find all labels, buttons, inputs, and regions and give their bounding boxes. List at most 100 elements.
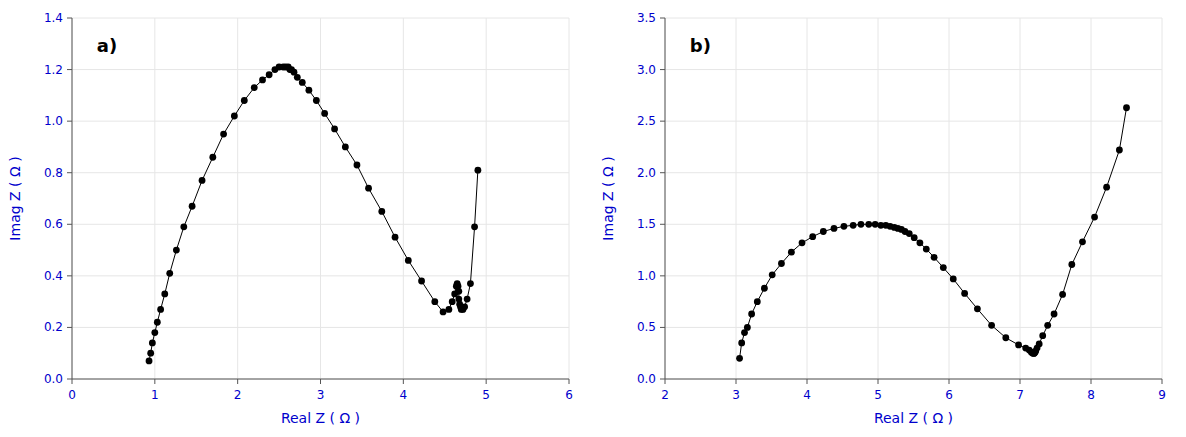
panel: 234567890.00.51.01.52.02.53.03.5Real Z (… — [593, 0, 1186, 437]
point — [1103, 184, 1110, 191]
grid-line — [665, 18, 1162, 19]
grid — [72, 18, 569, 379]
grid-line — [237, 18, 238, 379]
point — [761, 285, 768, 292]
y-axis-line — [72, 18, 73, 379]
point — [342, 144, 349, 151]
grid-line — [403, 18, 404, 379]
point — [251, 84, 258, 91]
point — [313, 97, 320, 104]
point — [266, 71, 273, 78]
x-tick — [320, 379, 321, 384]
series-line — [740, 108, 1127, 359]
y-tick-label: 1.0 — [44, 114, 63, 128]
point — [231, 113, 238, 120]
point — [378, 208, 385, 215]
grid-line — [665, 327, 1162, 328]
chart-row: 01234560.00.20.40.60.81.01.21.4Real Z ( … — [0, 0, 1186, 437]
point — [872, 221, 879, 228]
x-tick — [665, 379, 666, 384]
point — [405, 257, 412, 264]
x-tick — [72, 379, 73, 384]
point — [354, 162, 361, 169]
point — [146, 358, 153, 365]
point — [209, 154, 216, 161]
y-tick-label: 0.4 — [44, 269, 63, 283]
y-tick-label: 0.0 — [44, 372, 63, 386]
point — [173, 247, 180, 254]
panel-label: b) — [690, 35, 711, 56]
grid-line — [1162, 18, 1163, 379]
grid-line — [1091, 18, 1092, 379]
point — [220, 131, 227, 138]
y-tick-label: 2.5 — [637, 114, 656, 128]
point — [788, 249, 795, 256]
point — [1039, 332, 1046, 339]
x-tick — [486, 379, 487, 384]
y-axis-label: Imag Z ( Ω ) — [600, 156, 616, 240]
y-tick — [67, 275, 72, 276]
grid-line — [320, 18, 321, 379]
y-tick — [660, 18, 665, 19]
point — [392, 234, 399, 241]
point — [1091, 214, 1098, 221]
point — [858, 221, 865, 228]
point — [161, 291, 168, 298]
x-tick-label: 2 — [234, 388, 242, 402]
y-tick — [67, 18, 72, 19]
point — [147, 350, 154, 357]
point — [241, 97, 248, 104]
plot-area — [736, 104, 1130, 361]
point — [464, 296, 471, 303]
point — [820, 228, 827, 235]
point — [189, 203, 196, 210]
point — [365, 185, 372, 192]
point — [950, 276, 957, 283]
point — [474, 167, 481, 174]
x-axis-label: Real Z ( Ω ) — [874, 410, 953, 426]
grid-line — [665, 275, 1162, 276]
point — [455, 288, 462, 295]
point — [445, 306, 452, 313]
grid-line — [569, 18, 570, 379]
x-tick-label: 0 — [68, 388, 76, 402]
grid-line — [665, 224, 1162, 225]
y-axis-label: Imag Z ( Ω ) — [7, 156, 23, 240]
x-tick-label: 4 — [803, 388, 811, 402]
point — [738, 340, 745, 347]
point — [961, 290, 968, 297]
y-tick — [660, 275, 665, 276]
y-tick-label: 3.5 — [637, 11, 656, 25]
point — [778, 260, 785, 267]
point — [911, 234, 918, 241]
point — [841, 223, 848, 230]
point — [461, 303, 468, 310]
x-tick — [1020, 379, 1021, 384]
point — [799, 239, 806, 246]
grid-line — [665, 69, 1162, 70]
y-tick — [67, 69, 72, 70]
x-tick-label: 6 — [565, 388, 573, 402]
point — [1116, 147, 1123, 154]
x-tick-label: 5 — [874, 388, 882, 402]
point — [294, 74, 301, 81]
grid-line — [807, 18, 808, 379]
grid-line — [72, 18, 73, 379]
point — [748, 311, 755, 318]
y-tick — [660, 69, 665, 70]
x-tick-label: 9 — [1158, 388, 1166, 402]
x-axis-label: Real Z ( Ω ) — [281, 410, 360, 426]
grid-line — [878, 18, 879, 379]
x-tick — [403, 379, 404, 384]
point — [850, 222, 857, 229]
grid-line — [949, 18, 950, 379]
y-tick — [67, 172, 72, 173]
grid-line — [736, 18, 737, 379]
point — [1068, 261, 1075, 268]
point — [940, 264, 947, 271]
point — [431, 298, 438, 305]
x-tick — [949, 379, 950, 384]
panel: 01234560.00.20.40.60.81.01.21.4Real Z ( … — [0, 0, 593, 437]
point — [1079, 238, 1086, 245]
point — [988, 322, 995, 329]
